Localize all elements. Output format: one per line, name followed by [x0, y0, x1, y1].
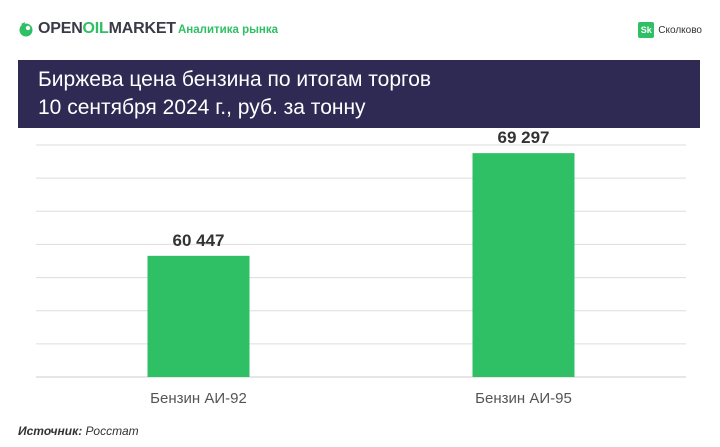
data-label: 69 297 — [498, 128, 550, 147]
header-subtitle: Аналитика рынка — [178, 24, 279, 36]
leaf-drop-icon — [19, 22, 33, 37]
logo[interactable]: OPENOILMARKET — [18, 17, 176, 41]
partner-name: Сколково — [658, 24, 702, 36]
chart-title-line-1: Биржева цена бензина по итогам торгов — [38, 68, 432, 91]
brand-name: OPENOILMARKET — [38, 20, 176, 37]
source-value: Росстат — [85, 424, 139, 438]
partner-logo: Sk Сколково — [638, 22, 702, 38]
skolkovo-icon: Sk — [638, 22, 655, 38]
chart-title-band: Биржева цена бензина по итогам торгов 10… — [18, 60, 700, 128]
category-label: Бензин АИ-95 — [475, 390, 572, 407]
header: OPENOILMARKET Аналитика рынка Sk Сколков… — [0, 0, 720, 60]
source-label: Источник: — [18, 424, 83, 438]
bar-1 — [147, 255, 250, 377]
category-label: Бензин АИ-92 — [150, 390, 247, 407]
chart-title-line-2: 10 сентября 2024 г., руб. за тонну — [38, 96, 366, 119]
data-label: 60 447 — [173, 231, 225, 250]
source-note: Источник: Росстат — [18, 424, 139, 438]
bar-2 — [472, 153, 575, 377]
